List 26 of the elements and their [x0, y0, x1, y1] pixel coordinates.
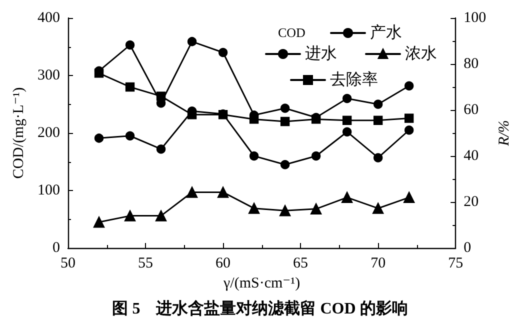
legend-label: 浓水	[405, 44, 437, 62]
legend-label: 进水	[305, 44, 337, 62]
x-tick-label: 50	[60, 256, 76, 272]
y-axis-title: COD/(mg·L⁻¹)	[11, 87, 28, 179]
text: 图 5 进水含盐量对纳滤截留 COD 的影响	[112, 300, 408, 318]
x-tick-label: 60	[216, 256, 231, 272]
y2-axis-title: R/%	[496, 120, 512, 147]
y-tick-label: 300	[38, 68, 60, 84]
legend-title: COD	[278, 25, 306, 40]
y2-tick-label: 60	[464, 102, 479, 118]
y2-tick-label: 40	[464, 148, 479, 164]
y-tick-label: 0	[52, 240, 60, 256]
y-tick-label: 100	[38, 182, 60, 198]
y-tick-label: 400	[38, 10, 60, 26]
legend-label: 去除率	[330, 70, 378, 88]
y-tick-label: 200	[38, 125, 60, 141]
x-tick-label: 70	[370, 256, 386, 272]
y2-tick-label: 80	[464, 56, 479, 72]
y2-tick-label: 20	[464, 194, 479, 210]
x-tick-label: 65	[293, 256, 308, 272]
legend-label: 产水	[370, 24, 402, 42]
x-axis-title: γ/(mS·cm⁻¹)	[222, 275, 300, 292]
x-tick-label: 55	[138, 256, 154, 272]
x-tick-label: 75	[448, 256, 464, 272]
y2-tick-label: 0	[464, 240, 472, 256]
y2-tick-label: 100	[464, 10, 486, 26]
